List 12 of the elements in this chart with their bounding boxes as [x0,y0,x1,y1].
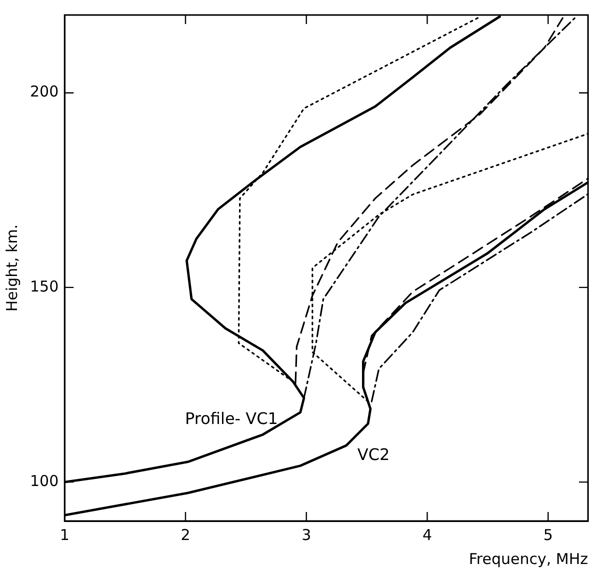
y-tick-label: 150 [30,277,59,296]
x-axis-title: Frequency, MHz [468,550,588,568]
x-tick-label: 4 [422,526,432,544]
y-tick-label: 200 [30,82,59,101]
x-tick-label: 5 [543,526,553,544]
x-tick-label: 2 [180,526,190,544]
x-tick-label: 1 [60,526,70,544]
x-tick-label: 3 [302,526,312,544]
series-label: VC2 [357,445,390,464]
y-axis-title: Height, km. [2,224,21,312]
series-label: Profile- VC1 [185,409,278,428]
y-tick-label: 100 [30,472,59,490]
